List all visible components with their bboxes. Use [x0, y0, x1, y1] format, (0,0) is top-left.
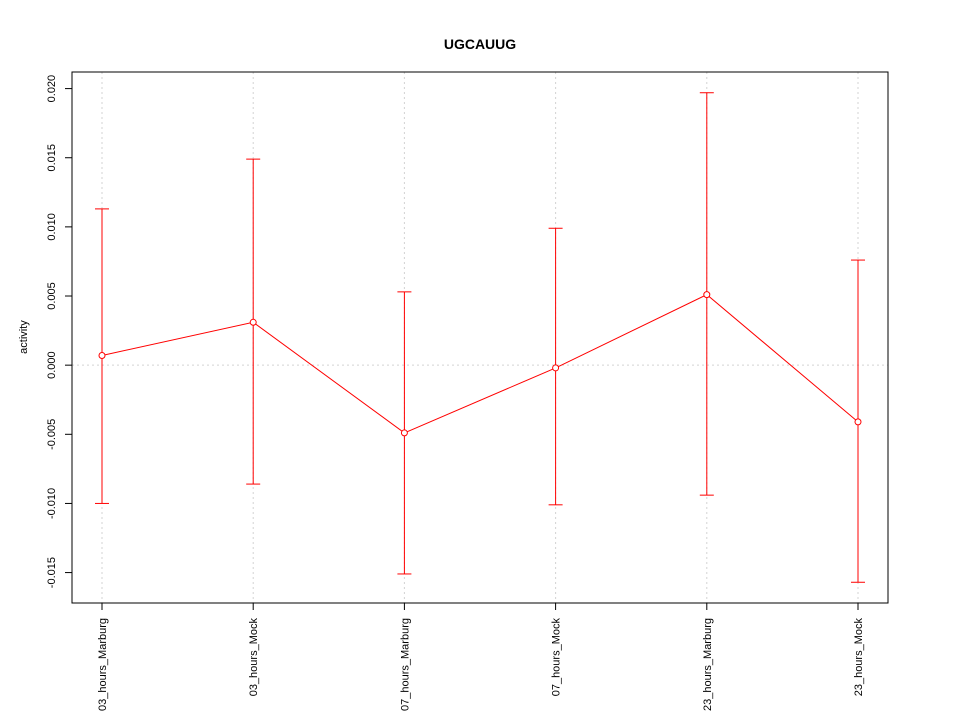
- data-point: [854, 418, 862, 426]
- series-layer: [95, 92, 865, 583]
- x-tick-label: 07_hours_Marburg: [399, 618, 411, 711]
- x-tick-label: 07_hours_Mock: [551, 618, 563, 697]
- plot-frame: [71, 71, 889, 604]
- data-point: [703, 291, 711, 299]
- x-tick-label: 23_hours_Marburg: [702, 618, 714, 711]
- data-point: [400, 429, 408, 437]
- y-tick-label: 0.015: [46, 144, 58, 172]
- y-tick-label: -0.005: [46, 419, 58, 450]
- y-tick-label: 0.000: [46, 351, 58, 379]
- data-point: [249, 318, 257, 326]
- axis-layer: -0.015 -0.010 -0.005 0.000 0.005 0.010 0.015 0.…: [46, 75, 865, 711]
- y-tick-label: -0.015: [46, 557, 58, 588]
- y-tick-label: 0.005: [46, 282, 58, 310]
- x-tick-label: 03_hours_Mock: [248, 618, 260, 697]
- y-tick-label: -0.010: [46, 488, 58, 519]
- y-axis-label: activity: [18, 320, 30, 354]
- chart-title: UGCAUUG: [444, 36, 516, 52]
- series-line: [101, 294, 859, 434]
- x-tick-label: 03_hours_Marburg: [97, 618, 109, 711]
- data-point: [98, 351, 106, 359]
- x-tick-label: 23_hours_Mock: [853, 618, 865, 697]
- y-tick-label: 0.020: [46, 75, 58, 103]
- data-point: [552, 364, 560, 372]
- y-tick-label: 0.010: [46, 213, 58, 241]
